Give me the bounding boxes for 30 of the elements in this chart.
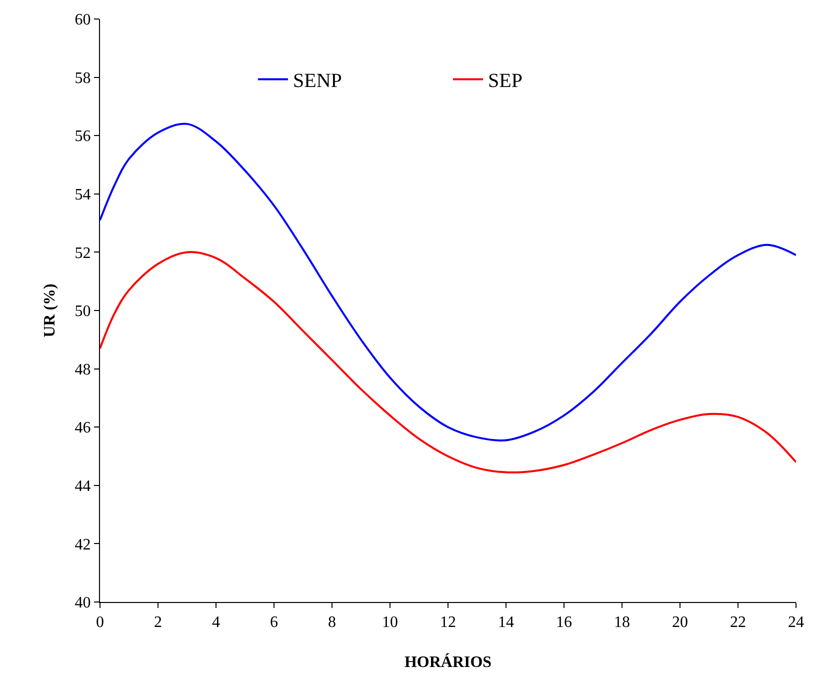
line-series	[100, 251, 796, 474]
y-tick-label: 58	[74, 70, 91, 87]
x-tick-label: 14	[498, 614, 514, 632]
line-series	[100, 122, 796, 442]
x-tick-label: 0	[96, 614, 104, 632]
y-tick-label: 52	[74, 244, 91, 262]
y-tick-label: 48	[74, 361, 91, 378]
x-tick-label: 2	[154, 614, 162, 632]
x-tick-label: 8	[328, 614, 336, 632]
legend-label: SEP	[488, 70, 522, 92]
y-tick-label: 56	[74, 128, 91, 146]
x-tick-label: 24	[788, 614, 804, 632]
y-tick-label: 50	[74, 303, 91, 320]
x-tick-label: 12	[440, 614, 456, 632]
legend-label: SENP	[293, 70, 342, 92]
x-tick-label: 16	[556, 614, 572, 632]
x-tick-label: 20	[672, 614, 688, 632]
y-tick-label: 44	[74, 478, 91, 495]
y-tick-label: 42	[74, 536, 91, 554]
x-axis-title: HORÁRIOS	[404, 652, 492, 671]
y-tick-label: 40	[74, 594, 91, 612]
y-tick-label: 46	[74, 420, 91, 437]
y-tick-label: 54	[74, 186, 91, 204]
y-axis-title: UR (%)	[42, 284, 59, 338]
x-tick-label: 10	[382, 614, 398, 632]
y-tick-label: 60	[74, 12, 91, 29]
x-tick-label: 6	[270, 614, 278, 632]
x-tick-label: 22	[730, 614, 746, 632]
x-tick-label: 4	[212, 614, 220, 632]
x-tick-label: 18	[614, 614, 630, 632]
